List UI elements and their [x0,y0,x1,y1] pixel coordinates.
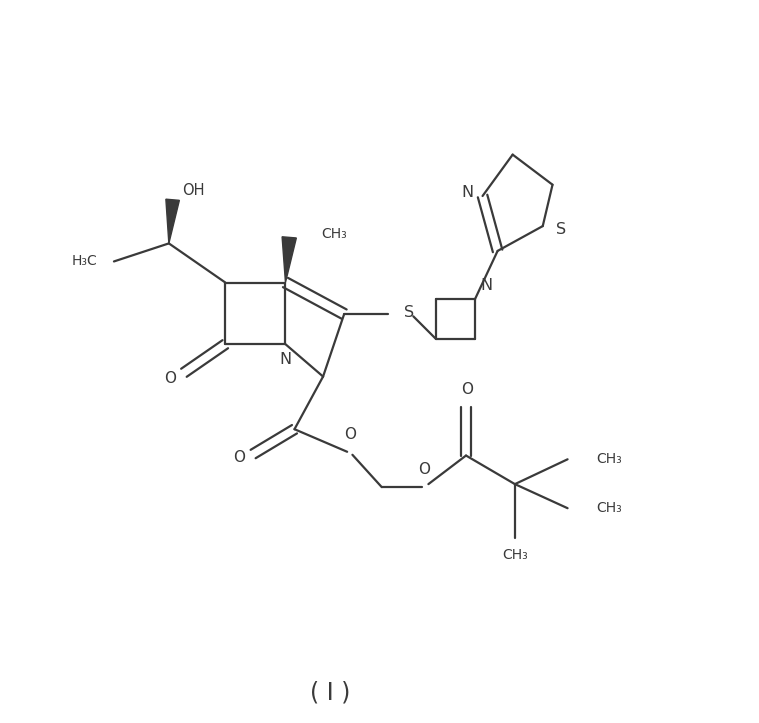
Text: O: O [461,382,474,397]
Polygon shape [282,236,296,283]
Text: N: N [279,351,291,367]
Text: O: O [165,372,176,386]
Text: S: S [556,221,566,236]
Text: H₃C: H₃C [71,254,97,268]
Polygon shape [166,199,179,244]
Text: OH: OH [181,183,204,198]
Text: S: S [405,305,414,320]
Text: ( I ): ( I ) [310,680,351,704]
Text: CH₃: CH₃ [502,548,528,562]
Text: CH₃: CH₃ [596,501,622,515]
Text: N: N [480,278,493,293]
Text: CH₃: CH₃ [321,226,347,241]
Text: O: O [418,462,430,477]
Text: O: O [344,427,356,442]
Text: O: O [234,450,246,466]
Text: N: N [461,186,474,200]
Text: CH₃: CH₃ [596,453,622,466]
